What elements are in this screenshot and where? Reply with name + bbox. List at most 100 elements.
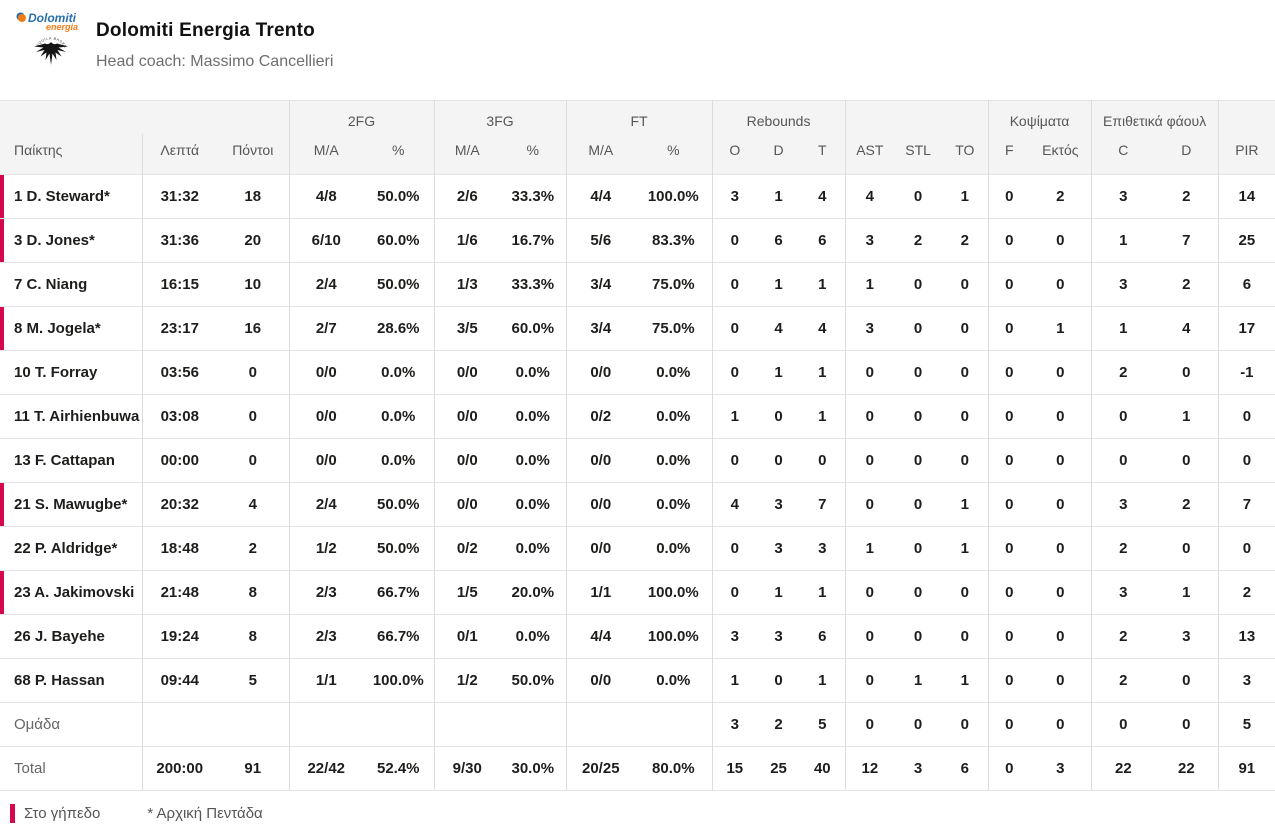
stat-fg3p: 50.0% (500, 658, 567, 703)
stat-tr: 3 (800, 526, 846, 571)
stat-to: 6 (942, 746, 989, 791)
stat-d: 1 (1155, 570, 1219, 615)
stat-fg2: 0/0 (288, 438, 363, 483)
stat-to: 0 (942, 262, 989, 307)
stat-stl: 0 (894, 526, 943, 571)
group-spacer-ast-stl-to (844, 100, 989, 134)
stat-c: 2 (1090, 350, 1156, 395)
stat-fg2: 2/4 (288, 262, 363, 307)
col-header-3fg-pct: % (500, 133, 567, 175)
stat-or: 0 (711, 218, 758, 263)
stat-d: 7 (1155, 218, 1219, 263)
stat-f: 0 (987, 438, 1031, 483)
stat-ft: 3/4 (565, 306, 636, 351)
stat-min: 16:15 (141, 262, 217, 307)
stat-fg3p: 20.0% (500, 570, 567, 615)
stat-ftp: 0.0% (635, 526, 713, 571)
stat-tr: 6 (800, 218, 846, 263)
stat-pir: 0 (1217, 394, 1275, 439)
stat-min: 19:24 (141, 614, 217, 659)
stat-ft: 0/0 (565, 658, 636, 703)
stat-dr: 3 (757, 482, 801, 527)
player-row: 8 M. Jogela* 23:17 16 2/7 28.6% 3/5 60.0% 3/4 75… (0, 306, 1275, 351)
stat-stl: 1 (894, 658, 943, 703)
stat-ft: 1/1 (565, 570, 636, 615)
stat-d: 3 (1155, 614, 1219, 659)
stat-ektos: 0 (1030, 702, 1092, 747)
stat-fg2: 1/2 (288, 526, 363, 571)
stat-f: 0 (987, 218, 1031, 263)
stat-ftp: 100.0% (635, 570, 713, 615)
stat-tr: 1 (800, 570, 846, 615)
stat-pir: 7 (1217, 482, 1275, 527)
col-header-to: TO (942, 133, 989, 175)
stat-stl: 0 (894, 306, 943, 351)
stat-fg2p: 52.4% (363, 746, 435, 791)
stat-ektos: 3 (1030, 746, 1092, 791)
stat-ast: 0 (844, 350, 895, 395)
col-header-minutes: Λεπτά (141, 133, 217, 175)
row-label: Ομάδα (0, 702, 142, 747)
player-row: 10 T. Forray 03:56 0 0/0 0.0% 0/0 0.0% 0/0 0.0% 0… (0, 350, 1275, 395)
col-header-reb-t: T (800, 133, 846, 175)
player-row: 1 D. Steward* 31:32 18 4/8 50.0% 2/6 33.3% 4/4 1… (0, 174, 1275, 219)
stat-min: 03:08 (141, 394, 217, 439)
stat-dr: 1 (757, 262, 801, 307)
stat-ft: 4/4 (565, 614, 636, 659)
stat-fg3: 0/2 (433, 526, 501, 571)
stat-or: 3 (711, 702, 758, 747)
group-spacer-pir (1217, 100, 1275, 134)
stat-min: 18:48 (141, 526, 217, 571)
group-header-2fg: 2FG (288, 100, 435, 134)
stat-ektos: 0 (1030, 526, 1092, 571)
player-row: 68 P. Hassan 09:44 5 1/1 100.0% 1/2 50.0% 0/0 0.… (0, 658, 1275, 703)
col-header-reb-d: D (757, 133, 801, 175)
stat-pts: 16 (217, 306, 289, 351)
col-header-ft-pct: % (635, 133, 713, 175)
stat-min: 31:36 (141, 218, 217, 263)
on-court-legend-marker (10, 804, 15, 823)
stat-ft: 5/6 (565, 218, 636, 263)
stat-to: 0 (942, 614, 989, 659)
stat-to: 0 (942, 570, 989, 615)
stat-fg3: 0/0 (433, 438, 501, 483)
stat-pir: 6 (1217, 262, 1275, 307)
stat-ektos: 0 (1030, 438, 1092, 483)
stat-c: 3 (1090, 262, 1156, 307)
col-header-2fg-pct: % (363, 133, 435, 175)
stat-ftp: 100.0% (635, 614, 713, 659)
player-row: 11 T. Airhienbuwa 03:08 0 0/0 0.0% 0/0 0.0% 0/2… (0, 394, 1275, 439)
on-court-legend-label: Στο γήπεδο (24, 805, 101, 822)
group-header-3fg: 3FG (433, 100, 567, 134)
player-name: 11 T. Airhienbuwa (0, 394, 142, 439)
stat-to: 0 (942, 350, 989, 395)
stat-pir: 5 (1217, 702, 1275, 747)
stat-fg3: 0/0 (433, 394, 501, 439)
stat-pts: 8 (217, 570, 289, 615)
stat-tr: 5 (800, 702, 846, 747)
group-spacer-player (0, 100, 142, 134)
stat-fg2p (363, 702, 435, 747)
stat-min: 00:00 (141, 438, 217, 483)
stat-fg3p (500, 702, 567, 747)
stat-or: 15 (711, 746, 758, 791)
stat-fg2: 0/0 (288, 394, 363, 439)
stat-to: 0 (942, 702, 989, 747)
stat-pir: 14 (1217, 174, 1275, 219)
stat-min: 03:56 (141, 350, 217, 395)
stat-c: 0 (1090, 394, 1156, 439)
stat-pir: 91 (1217, 746, 1275, 791)
stat-f: 0 (987, 526, 1031, 571)
stat-fg3: 9/30 (433, 746, 501, 791)
stat-pts: 0 (217, 394, 289, 439)
stat-ftp: 0.0% (635, 482, 713, 527)
stat-ektos: 0 (1030, 614, 1092, 659)
stat-f: 0 (987, 614, 1031, 659)
stat-pir: 17 (1217, 306, 1275, 351)
stat-min: 09:44 (141, 658, 217, 703)
team-row: Ομάδα 3 2 5 0 0 0 0 0 0 0 5 (0, 702, 1275, 747)
stat-ft: 0/2 (565, 394, 636, 439)
stat-ftp: 0.0% (635, 438, 713, 483)
stat-fg2p: 50.0% (363, 174, 435, 219)
stat-pts: 0 (217, 350, 289, 395)
